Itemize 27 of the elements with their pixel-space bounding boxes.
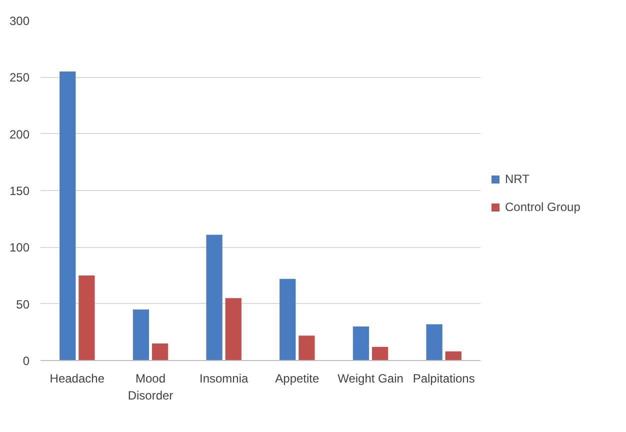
bar: [298, 336, 315, 360]
y-tick-label: 100: [9, 240, 30, 255]
bar: [152, 344, 168, 360]
y-tick-label: 300: [9, 14, 30, 28]
x-tick-label: Mood Disorder: [128, 372, 174, 402]
y-tick-label: 150: [9, 184, 30, 198]
x-tick-label: Headache: [50, 372, 105, 386]
legend-label: Control Group: [505, 200, 580, 214]
y-tick-label: 0: [22, 354, 30, 368]
x-tick-label: Insomnia: [199, 372, 249, 386]
bar: [372, 346, 388, 360]
bar: [445, 351, 462, 360]
x-tick-label: Appetite: [275, 372, 320, 386]
legend-label: NRT: [505, 172, 530, 186]
bar: [280, 278, 296, 360]
bar: [206, 234, 222, 360]
y-tick-label: 200: [9, 127, 30, 142]
x-tick-label: Palpitations: [412, 372, 475, 386]
bar: [132, 310, 150, 360]
x-tick-label: Weight Gain: [338, 372, 404, 386]
bar: [78, 276, 95, 360]
bar: [225, 298, 242, 360]
bar: [426, 324, 442, 360]
bar: [60, 72, 76, 360]
bar: [352, 326, 370, 360]
y-tick-label: 50: [16, 297, 30, 312]
y-tick-label: 250: [9, 70, 30, 85]
